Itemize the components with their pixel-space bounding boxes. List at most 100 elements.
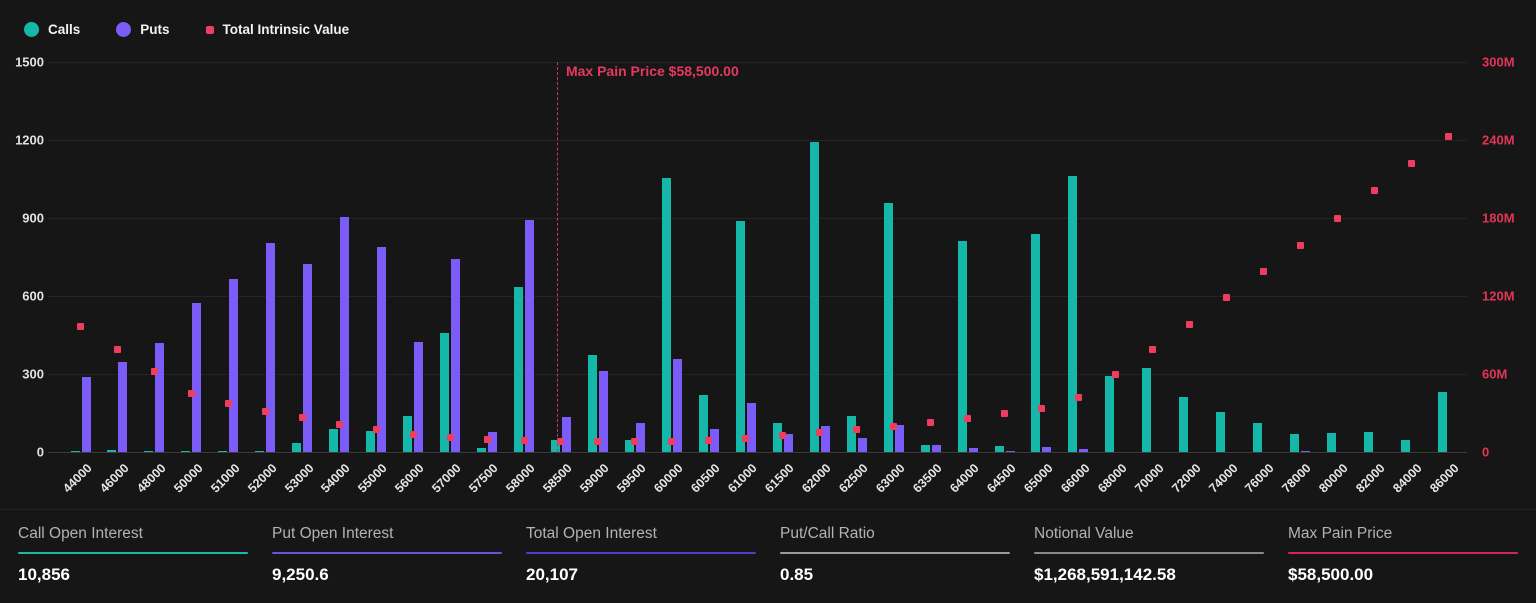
call-bar[interactable] (1327, 433, 1337, 452)
call-bar[interactable] (70, 451, 80, 452)
call-bar[interactable] (1142, 368, 1152, 452)
call-bar[interactable] (883, 202, 893, 452)
call-bar[interactable] (994, 445, 1004, 452)
call-bar[interactable] (514, 286, 524, 452)
call-bar[interactable] (1253, 422, 1263, 452)
intrinsic-value-point[interactable] (1370, 187, 1378, 195)
call-bar[interactable] (1179, 397, 1189, 452)
put-bar[interactable] (635, 422, 645, 452)
put-bar[interactable] (820, 426, 830, 452)
put-bar[interactable] (525, 220, 535, 452)
intrinsic-value-point[interactable] (150, 367, 158, 375)
call-bar[interactable] (957, 241, 967, 452)
intrinsic-value-point[interactable] (1185, 321, 1193, 329)
put-bar[interactable] (857, 437, 867, 452)
put-bar[interactable] (118, 362, 128, 452)
intrinsic-value-point[interactable] (927, 419, 935, 427)
intrinsic-value-point[interactable] (668, 437, 676, 445)
call-bar[interactable] (1290, 433, 1300, 452)
put-bar[interactable] (1005, 450, 1015, 452)
put-bar[interactable] (931, 444, 941, 452)
put-bar[interactable] (340, 216, 350, 452)
call-bar[interactable] (624, 440, 634, 452)
intrinsic-value-point[interactable] (77, 323, 84, 331)
intrinsic-value-point[interactable] (409, 430, 417, 438)
put-bar[interactable] (451, 259, 461, 452)
call-bar[interactable] (1364, 431, 1374, 452)
intrinsic-value-point[interactable] (483, 436, 491, 444)
call-bar[interactable] (329, 428, 339, 452)
intrinsic-value-point[interactable] (1148, 345, 1156, 353)
put-bar[interactable] (155, 342, 165, 452)
intrinsic-value-point[interactable] (890, 422, 898, 430)
intrinsic-value-point[interactable] (1037, 404, 1045, 412)
call-bar[interactable] (107, 449, 117, 452)
call-bar[interactable] (661, 177, 671, 452)
put-bar[interactable] (81, 377, 91, 452)
call-bar[interactable] (1401, 440, 1411, 452)
legend-item-total-intrinsic-value[interactable]: Total Intrinsic Value (205, 22, 349, 37)
legend-item-puts[interactable]: Puts (116, 22, 170, 37)
put-bar[interactable] (488, 431, 498, 452)
intrinsic-value-point[interactable] (705, 436, 713, 444)
put-bar[interactable] (1079, 449, 1089, 452)
call-bar[interactable] (920, 444, 930, 452)
intrinsic-value-point[interactable] (1222, 293, 1230, 301)
intrinsic-value-point[interactable] (1111, 370, 1119, 378)
intrinsic-value-point[interactable] (224, 399, 232, 407)
call-bar[interactable] (440, 332, 450, 452)
put-bar[interactable] (672, 359, 682, 452)
intrinsic-value-point[interactable] (372, 426, 380, 434)
call-bar[interactable] (846, 415, 856, 452)
intrinsic-value-point[interactable] (742, 434, 750, 442)
call-bar[interactable] (366, 431, 376, 452)
put-bar[interactable] (229, 279, 239, 452)
intrinsic-value-point[interactable] (853, 425, 861, 433)
put-bar[interactable] (746, 403, 756, 452)
put-bar[interactable] (266, 242, 276, 452)
put-bar[interactable] (783, 434, 793, 452)
intrinsic-value-point[interactable] (1333, 214, 1341, 222)
put-bar[interactable] (598, 370, 608, 452)
put-bar[interactable] (414, 342, 424, 452)
intrinsic-value-point[interactable] (1296, 241, 1304, 249)
intrinsic-value-point[interactable] (964, 414, 972, 422)
intrinsic-value-point[interactable] (557, 438, 565, 446)
put-bar[interactable] (894, 424, 904, 452)
put-bar[interactable] (1042, 447, 1052, 452)
intrinsic-value-point[interactable] (1001, 409, 1008, 417)
intrinsic-value-point[interactable] (594, 438, 602, 446)
intrinsic-value-point[interactable] (1444, 132, 1452, 140)
intrinsic-value-point[interactable] (298, 414, 306, 422)
intrinsic-value-point[interactable] (335, 421, 343, 429)
put-bar[interactable] (1301, 450, 1311, 452)
intrinsic-value-point[interactable] (261, 407, 269, 415)
intrinsic-value-point[interactable] (520, 437, 528, 445)
call-bar[interactable] (1068, 176, 1078, 452)
put-bar[interactable] (377, 247, 387, 452)
call-bar[interactable] (1105, 376, 1115, 452)
call-bar[interactable] (403, 416, 413, 452)
intrinsic-value-point[interactable] (816, 429, 824, 436)
call-bar[interactable] (550, 440, 560, 452)
call-bar[interactable] (1216, 411, 1226, 452)
put-bar[interactable] (561, 416, 571, 452)
call-bar[interactable] (292, 442, 302, 452)
call-bar[interactable] (218, 451, 228, 452)
put-bar[interactable] (192, 303, 202, 452)
intrinsic-value-point[interactable] (446, 434, 454, 442)
intrinsic-value-point[interactable] (631, 438, 639, 446)
intrinsic-value-point[interactable] (1407, 159, 1415, 167)
put-bar[interactable] (303, 264, 313, 452)
intrinsic-value-point[interactable] (1074, 393, 1082, 401)
call-bar[interactable] (587, 355, 597, 452)
put-bar[interactable] (709, 429, 719, 452)
intrinsic-value-point[interactable] (113, 345, 121, 353)
call-bar[interactable] (735, 221, 745, 452)
legend-item-calls[interactable]: Calls (24, 22, 80, 37)
intrinsic-value-point[interactable] (779, 431, 787, 439)
call-bar[interactable] (255, 451, 265, 452)
call-bar[interactable] (1031, 233, 1041, 452)
intrinsic-value-point[interactable] (187, 390, 195, 397)
call-bar[interactable] (477, 448, 487, 452)
